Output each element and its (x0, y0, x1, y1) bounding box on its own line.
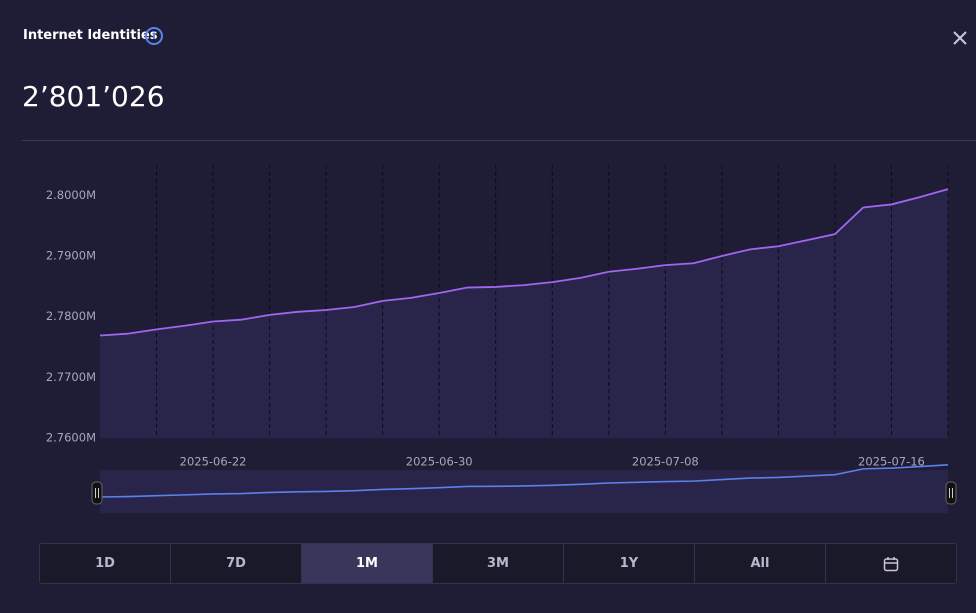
line (99, 188, 949, 337)
current-value: 2’801’026 (22, 80, 165, 113)
range-button[interactable]: 3M (433, 544, 564, 583)
range-button[interactable]: 1Y (564, 544, 695, 583)
info-icon[interactable]: i (145, 27, 163, 45)
x-tick-label: 2025-07-16 (858, 455, 925, 469)
navigator-handle (91, 481, 103, 505)
area-fill (100, 189, 948, 438)
x-tick-label: 2025-06-30 (406, 455, 473, 469)
navigator-handle (945, 481, 957, 505)
x-tick-label: 2025-07-08 (632, 455, 699, 469)
y-tick-label: 2.7700M (46, 370, 96, 384)
close-button[interactable] (950, 28, 970, 48)
panel-title: Internet Identities (23, 28, 158, 43)
range-button[interactable]: 1D (40, 544, 171, 583)
y-tick-label: 2.7900M (46, 249, 96, 263)
calendar-button[interactable] (826, 544, 956, 583)
navigator-line (99, 464, 949, 498)
chart: 2.7600M 2.7700M 2.7800M 2.7900M 2.8000M 2025-… (46, 165, 957, 513)
range-button[interactable]: 1M (302, 544, 433, 583)
x-tick-label: 2025-06-22 (180, 455, 247, 469)
range-button[interactable]: 7D (171, 544, 302, 583)
range-button[interactable]: All (695, 544, 826, 583)
divider (22, 140, 976, 141)
y-tick-label: 2.7600M (46, 431, 96, 445)
range-selector: 1D 7D 1M 3M 1Y All (39, 543, 957, 584)
navigator-bg (100, 470, 948, 513)
y-tick-label: 2.8000M (46, 188, 96, 202)
y-tick-label: 2.7800M (46, 309, 96, 323)
